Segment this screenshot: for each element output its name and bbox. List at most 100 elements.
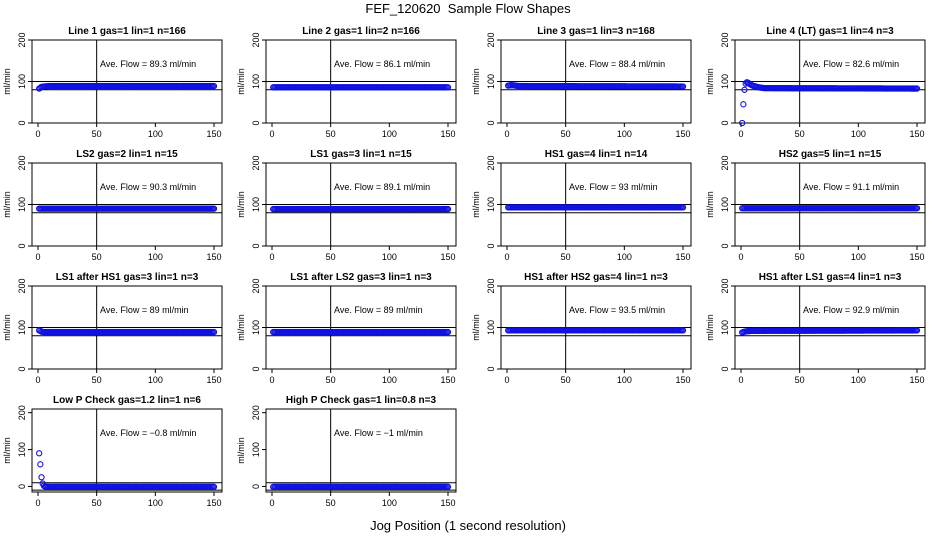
average-flow-note: Ave. Flow = 89 ml/min [100,305,189,315]
panel-title: Low P Check gas=1.2 lin=1 n=6 [53,395,201,406]
x-tick-label: 0 [504,129,509,139]
x-tick-label: 50 [326,129,336,139]
x-tick-label: 0 [35,375,40,385]
y-axis-label: ml/min [236,437,246,464]
y-tick-label: 200 [17,405,27,420]
x-tick-label: 50 [326,498,336,508]
data-point [679,327,687,334]
data-points [270,205,452,213]
chart-panel: Line 3 gas=1 lin=3 n=168 0 100 200 ml/min 0 50… [471,26,692,139]
panel-title: Line 1 gas=1 lin=1 n=166 [68,26,186,37]
chart-panel: Low P Check gas=1.2 lin=1 n=6 0 100 200 ml/m… [2,395,223,508]
figure-title: FEF_120620 Sample Flow Shapes [365,1,571,16]
x-tick-label: 100 [148,252,163,262]
x-tick-label: 0 [738,252,743,262]
x-tick-label: 0 [738,375,743,385]
y-tick-label: 100 [17,442,27,457]
y-tick-label: 200 [486,155,496,170]
y-axis-label: ml/min [2,314,12,341]
x-tick-label: 150 [206,498,221,508]
x-tick-label: 150 [675,252,690,262]
y-tick-label: 100 [17,74,27,89]
y-axis-label: ml/min [236,191,246,218]
x-tick-label: 0 [738,129,743,139]
y-axis-label: ml/min [471,314,481,341]
average-flow-note: Ave. Flow = 90.3 ml/min [100,182,196,192]
y-tick-label: 0 [486,120,496,125]
panel-frame [31,408,223,493]
y-tick-label: 0 [17,484,27,489]
data-point [679,83,687,90]
x-tick-label: 100 [851,252,866,262]
y-axis-label: ml/min [705,68,715,95]
panel-title: LS1 gas=3 lin=1 n=15 [310,149,412,160]
y-tick-label: 100 [720,197,730,212]
chart-panel: HS2 gas=5 lin=1 n=15 0 100 200 ml/min 0 50 100 1… [705,149,926,262]
panel-title: Line 3 gas=1 lin=3 n=168 [537,26,655,37]
y-tick-label: 200 [17,278,27,293]
chart-panel: HS1 gas=4 lin=1 n=14 0 100 200 ml/min 0 50 100 1… [471,149,692,262]
average-flow-note: Ave. Flow = 88.4 ml/min [569,59,665,69]
y-tick-label: 0 [251,366,261,371]
x-tick-label: 150 [206,252,221,262]
x-tick-label: 150 [909,252,924,262]
y-tick-label: 100 [251,74,261,89]
y-tick-label: 0 [251,120,261,125]
y-axis-label: ml/min [236,314,246,341]
x-tick-label: 50 [92,498,102,508]
x-tick-label: 50 [795,375,805,385]
y-tick-label: 0 [486,243,496,248]
y-tick-label: 100 [251,442,261,457]
y-tick-label: 200 [251,155,261,170]
data-points [739,327,921,336]
chart-panel: Line 4 (LT) gas=1 lin=4 n=3 0 100 200 ml/min… [705,26,926,139]
y-tick-label: 200 [720,32,730,47]
y-tick-label: 100 [720,320,730,335]
panel-title: Line 2 gas=1 lin=2 n=166 [302,26,420,37]
data-point [679,204,687,211]
y-axis-label: ml/min [2,68,12,95]
x-tick-label: 150 [909,375,924,385]
y-tick-label: 100 [251,197,261,212]
data-point [210,205,218,212]
x-tick-label: 0 [35,252,40,262]
x-tick-label: 50 [795,129,805,139]
panel-title: LS1 after LS2 gas=3 lin=1 n=3 [290,272,432,283]
x-tick-label: 50 [92,129,102,139]
x-tick-label: 100 [851,129,866,139]
y-tick-label: 200 [251,278,261,293]
panel-title: Line 4 (LT) gas=1 lin=4 n=3 [766,26,894,37]
x-tick-label: 50 [92,252,102,262]
panel-title: HS1 gas=4 lin=1 n=14 [545,149,648,160]
y-tick-label: 0 [486,366,496,371]
average-flow-note: Ave. Flow = 86.1 ml/min [334,59,430,69]
x-tick-label: 100 [851,375,866,385]
x-tick-label: 0 [269,498,274,508]
data-point [741,86,748,93]
y-axis-label: ml/min [471,68,481,95]
panel-frame [265,408,457,493]
data-points [739,79,921,127]
data-point [36,450,43,457]
data-points [505,204,687,211]
chart-panel: LS1 gas=3 lin=1 n=15 0 100 200 ml/min 0 50 100 1… [236,149,457,262]
chart-panel: HS1 after LS1 gas=4 lin=1 n=3 0 100 200 ml/m… [705,272,926,385]
x-tick-label: 100 [148,375,163,385]
x-tick-label: 0 [269,129,274,139]
x-tick-label: 150 [909,129,924,139]
data-point [740,101,747,108]
y-tick-label: 100 [486,320,496,335]
average-flow-note: Ave. Flow = 91.1 ml/min [803,182,899,192]
y-tick-label: 0 [251,484,261,489]
x-tick-label: 100 [382,129,397,139]
x-tick-label: 150 [440,129,455,139]
y-tick-label: 0 [720,120,730,125]
y-tick-label: 200 [251,32,261,47]
average-flow-note: Ave. Flow = 93.5 ml/min [569,305,665,315]
y-tick-label: 100 [17,320,27,335]
x-tick-label: 100 [617,375,632,385]
panel-title: HS1 after HS2 gas=4 lin=1 n=3 [524,272,668,283]
chart-panel: HS1 after HS2 gas=4 lin=1 n=3 0 100 200 ml/m… [471,272,692,385]
data-point [913,205,921,212]
